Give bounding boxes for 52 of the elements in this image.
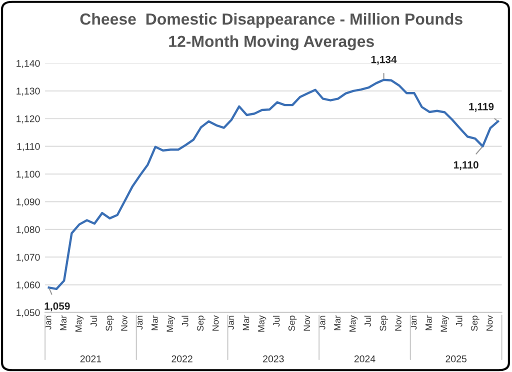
y-tick-label: 1,100 <box>16 170 40 179</box>
x-tick-label: Sep <box>471 316 480 331</box>
y-tick-label: 1,120 <box>16 115 40 124</box>
x-tick-label: Jul <box>182 316 188 327</box>
text: 2025 <box>446 355 466 362</box>
y-tick-label: 1,070 <box>16 254 40 262</box>
y-tick-label: 1,140 <box>16 60 40 68</box>
x-tick-label: Mar <box>242 315 250 330</box>
x-tick-label: May <box>258 315 266 332</box>
x-tick-label: Mar <box>152 315 158 330</box>
x-tick-label: Sep <box>288 316 297 331</box>
chart-subtitle: 12-Month Moving Averages <box>169 35 374 50</box>
text: 2021 <box>80 355 102 362</box>
x-tick-label: Nov <box>121 315 128 331</box>
x-tick-label: Nov <box>212 315 219 331</box>
y-tick-label: 1,080 <box>16 226 40 234</box>
chart-title: Cheese Domestic Disappearance - Million Pounds <box>80 13 462 28</box>
line-series <box>48 78 500 290</box>
x-tick-label: Nov <box>395 315 402 331</box>
data-label: 1,110 <box>454 161 478 170</box>
y-tick-label: 1,090 <box>16 198 40 206</box>
data-label: 1,059 <box>44 302 70 312</box>
x-tick-label: Sep <box>380 316 388 331</box>
x-tick-label: Jan <box>136 316 143 330</box>
x-tick-label: Jul <box>364 316 371 327</box>
x-tick-label: Mar <box>334 315 341 330</box>
x-tick-label: Jul <box>90 316 97 327</box>
y-tick-label: 1,130 <box>16 88 40 96</box>
x-tick-label: Mar <box>426 315 432 330</box>
x-tick-label: Jul <box>273 316 280 327</box>
x-tick-label: Sep <box>197 316 206 331</box>
x-tick-label: Jan <box>44 316 52 330</box>
data-label: 1,134 <box>371 56 397 65</box>
data-label: 1,119 <box>469 102 494 112</box>
text: 2022 <box>172 355 192 362</box>
x-tick-label: Jul <box>456 316 462 327</box>
x-tick-label: Jan <box>319 316 326 330</box>
text: 2023 <box>263 355 284 362</box>
x-tick-label: May <box>166 315 175 332</box>
x-tick-label: May <box>75 315 84 332</box>
text: 2024 <box>354 355 376 362</box>
x-tick-label: Jan <box>410 316 417 330</box>
x-tick-label: Nov <box>486 315 493 331</box>
x-tick-label: Jan <box>228 316 234 330</box>
x-tick-label: Sep <box>106 316 114 331</box>
x-tick-label: Nov <box>304 315 310 331</box>
x-tick-label: Mar <box>60 315 67 330</box>
x-tick-label: May <box>440 315 449 332</box>
y-tick-label: 1,050 <box>16 309 40 318</box>
y-tick-label: 1,060 <box>16 282 40 290</box>
x-tick-label: May <box>349 315 358 332</box>
y-tick-label: 1,110 <box>17 143 40 152</box>
